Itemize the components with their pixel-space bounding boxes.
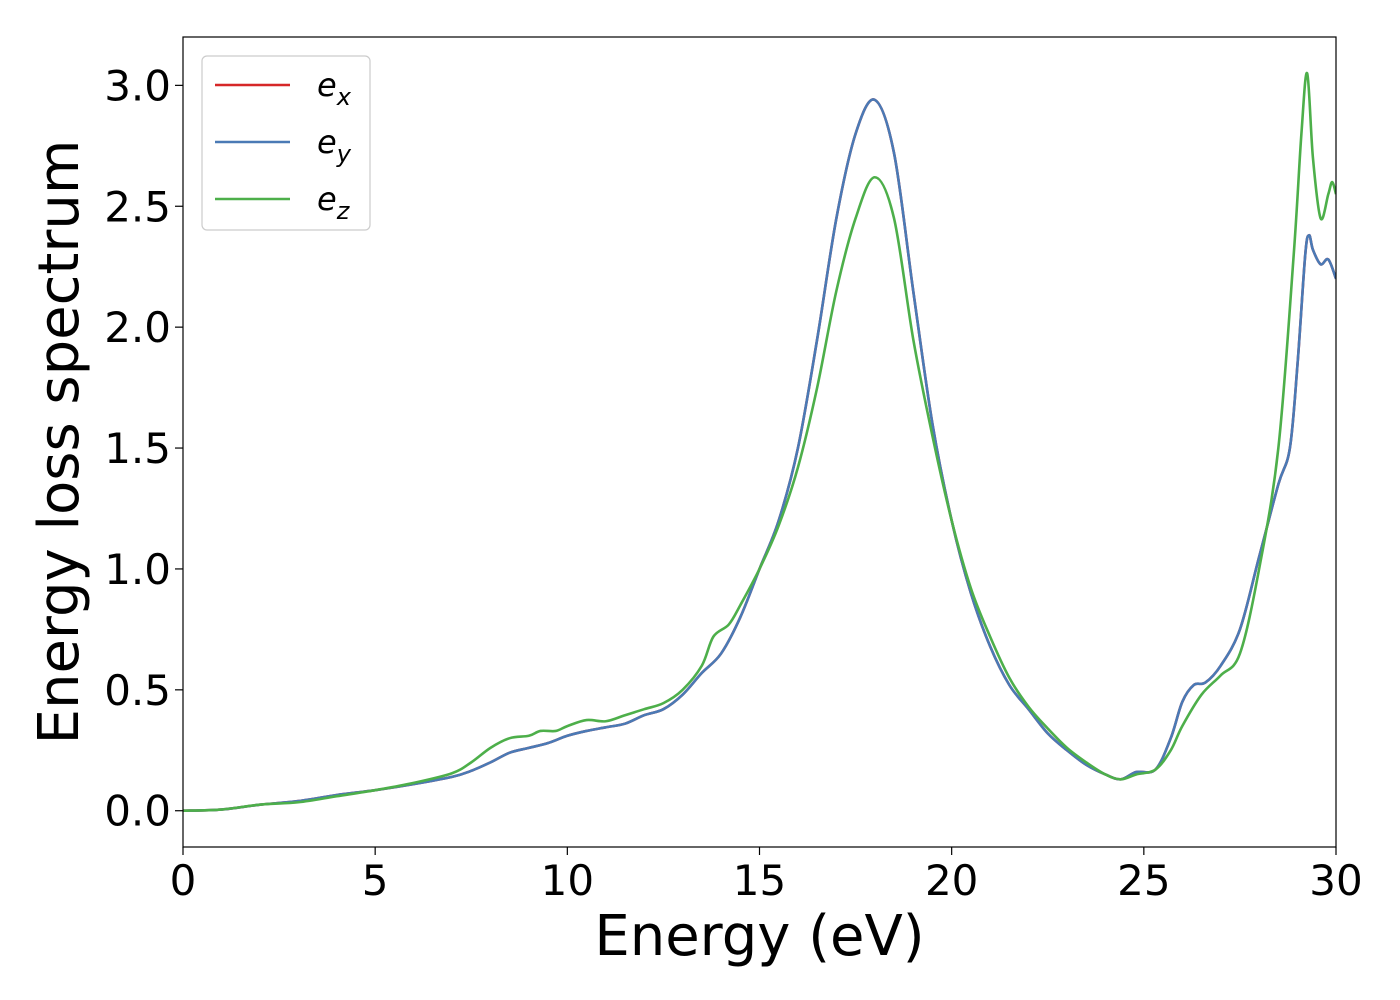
x-tick-label: 30 [1309, 856, 1362, 905]
y-tick-label: 0.5 [104, 666, 171, 715]
x-tick-label: 10 [541, 856, 594, 905]
legend-label-subscript: x [336, 83, 352, 111]
x-tick-label: 20 [925, 856, 978, 905]
y-tick-label: 1.5 [104, 424, 171, 473]
legend-label-main: e [317, 66, 337, 104]
legend-label-y: ey [317, 123, 352, 168]
legend-label-z: ez [317, 180, 351, 225]
y-tick-label: 0.0 [104, 787, 171, 836]
x-tick-label: 15 [733, 856, 786, 905]
x-tick-label: 5 [362, 856, 389, 905]
legend-label-subscript: z [336, 197, 351, 225]
y-axis: 0.0 0.5 1.0 1.5 2.0 2.5 3.0 [104, 61, 183, 836]
legend-label-main: e [317, 180, 337, 218]
legend-label-main: e [317, 123, 337, 161]
series-layer [183, 71, 1336, 813]
x-tick-label: 0 [170, 856, 197, 905]
x-axis: 0 5 10 15 20 25 30 [170, 847, 1363, 905]
x-tick-label: 25 [1117, 856, 1170, 905]
x-axis-label: Energy (eV) [594, 904, 924, 969]
y-tick-label: 3.0 [104, 61, 171, 110]
series-line-e-y [183, 98, 1336, 813]
y-tick-label: 2.0 [104, 303, 171, 352]
series-line-e-z [183, 71, 1336, 813]
y-tick-label: 2.5 [104, 182, 171, 231]
legend-label-x: ex [317, 66, 352, 111]
y-tick-label: 1.0 [104, 545, 171, 594]
legend-label-subscript: y [336, 140, 352, 168]
y-axis-label: Energy loss spectrum [27, 140, 92, 745]
